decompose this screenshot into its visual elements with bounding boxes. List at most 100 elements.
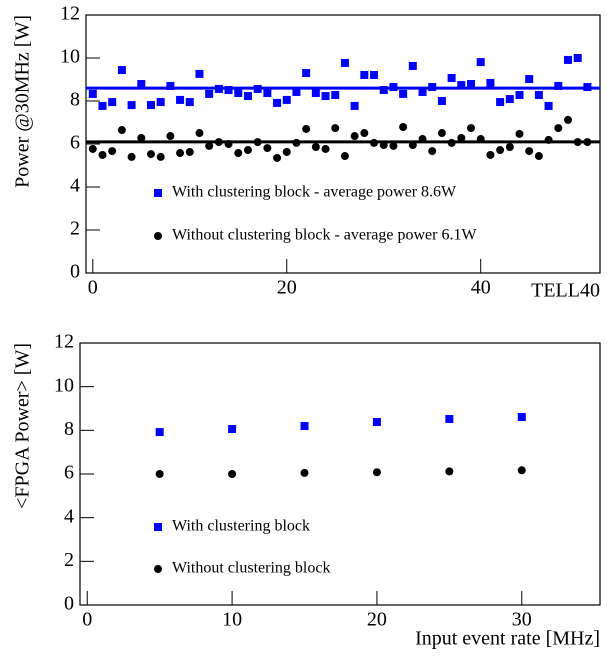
marker [321,92,330,101]
marker [573,138,582,147]
marker [379,141,388,150]
x-tick-label: 0 [88,277,98,299]
marker [445,467,454,476]
y-tick-label: 8 [70,89,80,111]
marker [583,138,592,147]
y-tick-label: 0 [70,261,80,283]
marker [418,87,427,96]
marker [372,468,381,477]
marker [428,147,437,156]
y-tick-label: 10 [60,46,80,68]
marker [517,413,526,422]
marker [496,98,505,107]
marker [176,149,185,158]
x-tick-label: 10 [222,609,242,631]
marker [437,97,446,105]
marker [467,80,476,89]
x-tick-label: 20 [277,277,297,299]
marker [515,129,524,138]
marker [228,470,237,478]
marker [137,80,146,89]
marker [496,146,505,155]
marker [340,58,349,67]
marker [228,425,237,434]
marker [467,124,476,133]
marker [370,138,379,147]
marker [253,138,262,147]
marker [108,147,117,156]
marker [195,69,204,78]
y-axis-title: Power @30MHz [W] [12,15,34,188]
marker [534,152,543,161]
marker [282,95,291,104]
marker [127,101,136,110]
legend-marker [154,189,162,197]
y-tick-label: 8 [64,418,74,440]
marker [350,132,359,141]
marker [447,73,456,82]
y-tick-label: 2 [64,549,74,571]
marker [399,89,408,98]
marker [117,126,126,135]
marker [292,87,301,96]
marker [214,138,223,147]
marker [205,89,214,98]
marker [302,124,311,133]
y-tick-label: 6 [70,132,80,154]
marker [399,123,408,132]
marker [372,418,381,427]
marker [214,84,223,93]
marker [88,89,97,98]
marker [185,147,194,156]
legend-label: Without clustering block - average power… [172,227,477,244]
marker [108,98,117,107]
marker [379,86,388,95]
marker [300,421,309,430]
marker [360,70,369,79]
marker [146,101,155,110]
marker [224,86,233,95]
marker [243,146,252,155]
marker [98,150,107,159]
marker [563,55,572,64]
x-tick-label: 0 [82,609,92,631]
marker [176,95,185,104]
marker [517,466,526,475]
marker [445,414,454,423]
marker [88,144,97,153]
marker [292,138,301,147]
marker [370,70,379,79]
marker [505,95,514,104]
marker [554,81,563,90]
marker [205,141,214,150]
marker [302,69,311,78]
marker [486,150,495,159]
marker [185,98,194,107]
marker [476,58,485,67]
marker [263,89,272,98]
legend-marker [154,565,162,573]
legend-marker [154,232,162,240]
x-tick-label: 40 [471,277,491,299]
marker [573,54,582,62]
marker [156,98,165,107]
marker [300,468,309,477]
legend-label: With clustering block [172,518,310,535]
marker [263,144,272,153]
x-axis-title: TELL40 [531,280,600,302]
marker [156,152,165,161]
marker [428,83,437,92]
marker [137,133,146,142]
x-tick-label: 20 [367,609,387,631]
legend-marker [154,523,162,531]
marker [544,135,553,144]
marker [331,124,340,133]
marker [418,135,427,144]
y-tick-label: 2 [70,218,80,240]
marker [360,129,369,138]
marker [563,115,572,124]
marker [534,90,543,99]
marker [146,150,155,159]
y-tick-label: 4 [64,505,74,527]
